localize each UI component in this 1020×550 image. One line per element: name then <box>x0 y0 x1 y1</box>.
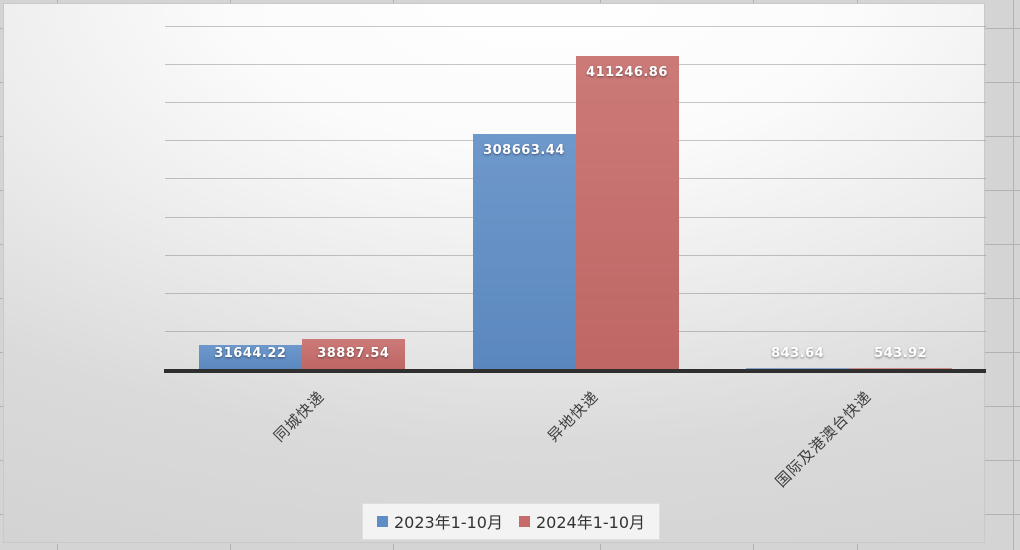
legend-box: 2023年1-10月 2024年1-10月 <box>361 503 661 540</box>
legend[interactable]: 2023年1-10月 2024年1-10月 <box>1 503 1020 540</box>
sheet-column-border <box>1013 0 1014 550</box>
bar-2024年1-10月-异地快递[interactable] <box>575 55 679 369</box>
sheet-column-border <box>230 544 231 550</box>
sheet-row-border <box>985 190 1020 191</box>
legend-item-2023年1-10月[interactable]: 2023年1-10月 <box>376 509 503 533</box>
sheet-row-border <box>0 460 3 461</box>
bar-2023年1-10月-国际及港澳台快递[interactable] <box>746 368 850 369</box>
sheet-column-border <box>600 544 601 550</box>
sheet-row-border <box>985 136 1020 137</box>
sheet-row-border <box>0 244 3 245</box>
legend-item-2024年1-10月[interactable]: 2024年1-10月 <box>519 509 645 533</box>
bar-2023年1-10月-同城快递[interactable] <box>198 344 302 369</box>
sheet-column-border <box>57 0 58 3</box>
bar-value-label: 843.64 <box>771 346 825 361</box>
bar-value-label: 543.92 <box>874 346 928 361</box>
sheet-row-border <box>0 352 3 353</box>
sheet-row-border <box>0 298 3 299</box>
gridline <box>165 26 986 27</box>
sheet-row-border <box>985 406 1020 407</box>
sheet-row-border <box>985 352 1020 353</box>
sheet-column-border <box>857 0 858 3</box>
x-axis-line <box>164 369 986 373</box>
sheet-column-border <box>600 0 601 3</box>
legend-swatch-icon <box>376 515 388 527</box>
sheet-row-border <box>0 82 3 83</box>
sheet-row-border <box>985 460 1020 461</box>
sheet-row-border <box>985 82 1020 83</box>
sheet-column-border <box>857 544 858 550</box>
sheet-column-border <box>393 544 394 550</box>
sheet-row-border <box>0 136 3 137</box>
sheet-row-border <box>985 514 1020 515</box>
bar-value-label: 411246.86 <box>586 64 668 80</box>
bar-value-label: 31644.22 <box>214 346 287 361</box>
sheet-column-border <box>753 544 754 550</box>
bar-2023年1-10月-异地快递[interactable] <box>472 133 576 369</box>
chart-area[interactable]: 同城快递 异地快递 国际及港澳台快递 31644.22 308663.44 843.64… <box>3 3 986 543</box>
sheet-row-border <box>985 244 1020 245</box>
sheet-row-border <box>0 514 3 515</box>
bar-2024年1-10月-国际及港澳台快递[interactable] <box>849 368 953 369</box>
sheet-row-border <box>0 190 3 191</box>
sheet-column-border <box>753 0 754 3</box>
bar-value-label: 308663.44 <box>483 142 565 158</box>
legend-swatch-icon <box>519 515 530 527</box>
legend-label: 2023年1-10月 <box>393 513 503 532</box>
sheet-column-border <box>230 0 231 3</box>
sheet-row-border <box>0 406 3 407</box>
sheet-row-border <box>985 28 1020 29</box>
sheet-row-border <box>985 298 1020 299</box>
bar-value-label: 38887.54 <box>317 346 390 361</box>
sheet-column-border <box>57 544 58 550</box>
bar-2024年1-10月-同城快递[interactable] <box>301 339 405 369</box>
sheet-row-border <box>0 28 3 29</box>
legend-label: 2024年1-10月 <box>536 513 646 532</box>
sheet-column-border <box>393 0 394 3</box>
